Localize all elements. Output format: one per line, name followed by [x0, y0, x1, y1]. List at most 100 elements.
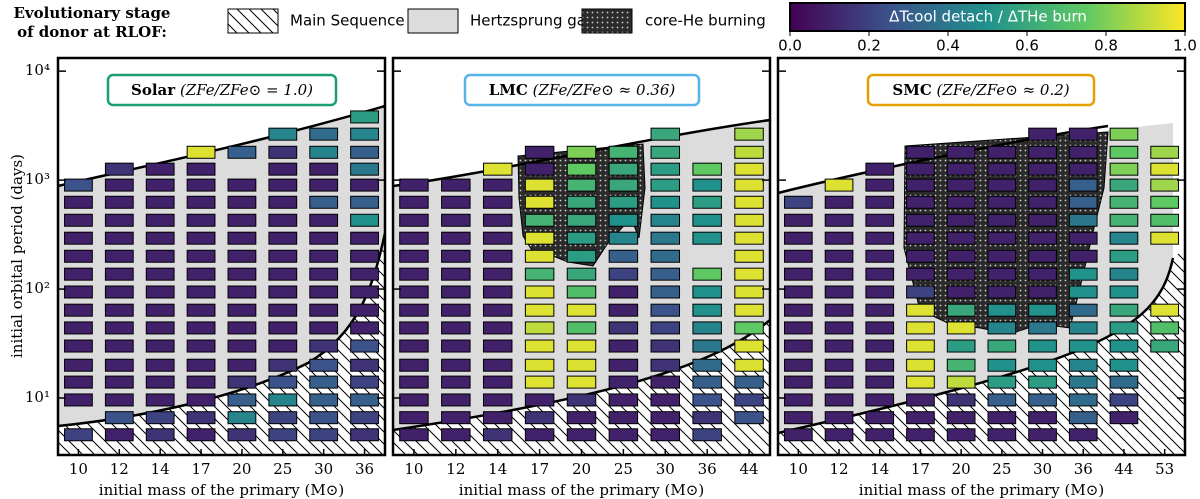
cell	[524, 285, 555, 299]
cell	[145, 267, 175, 281]
panel-label: SMC (ZFe/ZFe⊙ ≈ 0.2)	[892, 81, 1069, 99]
cell	[566, 321, 597, 335]
cell	[482, 162, 513, 176]
cell	[946, 321, 976, 335]
cell	[268, 213, 298, 227]
cell	[1109, 303, 1139, 317]
cell	[1068, 339, 1098, 353]
cell	[145, 428, 175, 442]
cell	[482, 267, 513, 281]
cell	[1028, 267, 1057, 281]
cell	[692, 375, 722, 389]
y-axis-label: initial orbital period (days)	[8, 154, 26, 358]
cell	[1150, 303, 1179, 317]
cell	[441, 428, 471, 442]
colorbar-tick-label: 0.8	[1094, 37, 1118, 55]
cell	[650, 162, 681, 176]
cell	[1068, 213, 1098, 227]
cell	[441, 195, 471, 209]
cell	[1068, 303, 1098, 317]
cell	[906, 178, 935, 192]
cell	[906, 339, 935, 353]
panel-label: LMC (ZFe/ZFe⊙ ≈ 0.36)	[489, 81, 676, 99]
cell	[1109, 213, 1139, 227]
cell	[608, 339, 639, 353]
cell	[865, 249, 895, 263]
cell	[145, 195, 175, 209]
cell	[650, 195, 681, 209]
x-tick-label: 14	[151, 460, 170, 478]
cell	[1109, 411, 1139, 425]
cell	[987, 249, 1017, 263]
cell	[1150, 231, 1179, 245]
cell	[906, 321, 935, 335]
cell	[524, 267, 555, 281]
cell	[350, 267, 379, 281]
cell	[350, 428, 379, 442]
x-tick-label: 53	[1155, 460, 1174, 478]
cell	[145, 249, 175, 263]
cell	[399, 321, 429, 335]
legend-title: Evolutionary stage	[14, 4, 171, 22]
cell	[441, 321, 471, 335]
legend-label: Hertzsprung gap	[470, 12, 595, 30]
cell	[268, 303, 298, 317]
cell	[1028, 321, 1057, 335]
cell	[824, 303, 854, 317]
cell	[566, 178, 597, 192]
cell	[692, 339, 722, 353]
cell	[145, 303, 175, 317]
x-tick-label: 14	[870, 460, 889, 478]
cell	[104, 213, 134, 227]
cell	[650, 321, 681, 335]
cell	[784, 285, 813, 299]
cell	[608, 162, 639, 176]
cell	[865, 231, 895, 245]
cell	[1068, 393, 1098, 407]
cell	[441, 339, 471, 353]
y-tick-label: 10²	[25, 279, 50, 297]
cell	[734, 303, 764, 317]
cell	[268, 127, 298, 141]
cell	[865, 339, 895, 353]
cell	[482, 375, 513, 389]
cell	[482, 393, 513, 407]
cell	[1068, 285, 1098, 299]
cell	[186, 213, 216, 227]
cell	[608, 303, 639, 317]
cell	[1068, 249, 1098, 263]
cell	[1109, 127, 1139, 141]
legend-label: Main Sequence	[290, 12, 405, 30]
cell	[946, 145, 976, 159]
cell	[946, 358, 976, 372]
x-tick-label: 10	[69, 460, 88, 478]
cell	[350, 321, 379, 335]
cell	[692, 393, 722, 407]
cell	[1109, 195, 1139, 209]
cell	[734, 145, 764, 159]
cell	[734, 375, 764, 389]
x-tick-label: 12	[446, 460, 465, 478]
cell	[524, 411, 555, 425]
cell	[104, 321, 134, 335]
cell	[608, 411, 639, 425]
cell	[1109, 358, 1139, 372]
cell	[524, 339, 555, 353]
cell	[186, 285, 216, 299]
cell	[650, 267, 681, 281]
cell	[987, 375, 1017, 389]
cell	[1109, 249, 1139, 263]
cell	[946, 285, 976, 299]
cell	[482, 339, 513, 353]
cell	[1150, 321, 1179, 335]
cell	[441, 267, 471, 281]
cell	[441, 375, 471, 389]
panel: LMC (ZFe/ZFe⊙ ≈ 0.36) 10 12 14 17 20 25 30 36 44…	[391, 56, 772, 499]
x-tick-label: 25	[614, 460, 633, 478]
cell	[186, 411, 216, 425]
cell	[566, 358, 597, 372]
cell	[186, 162, 216, 176]
cell	[987, 428, 1017, 442]
x-tick-label: 30	[656, 460, 675, 478]
x-tick-label: 10	[789, 460, 808, 478]
